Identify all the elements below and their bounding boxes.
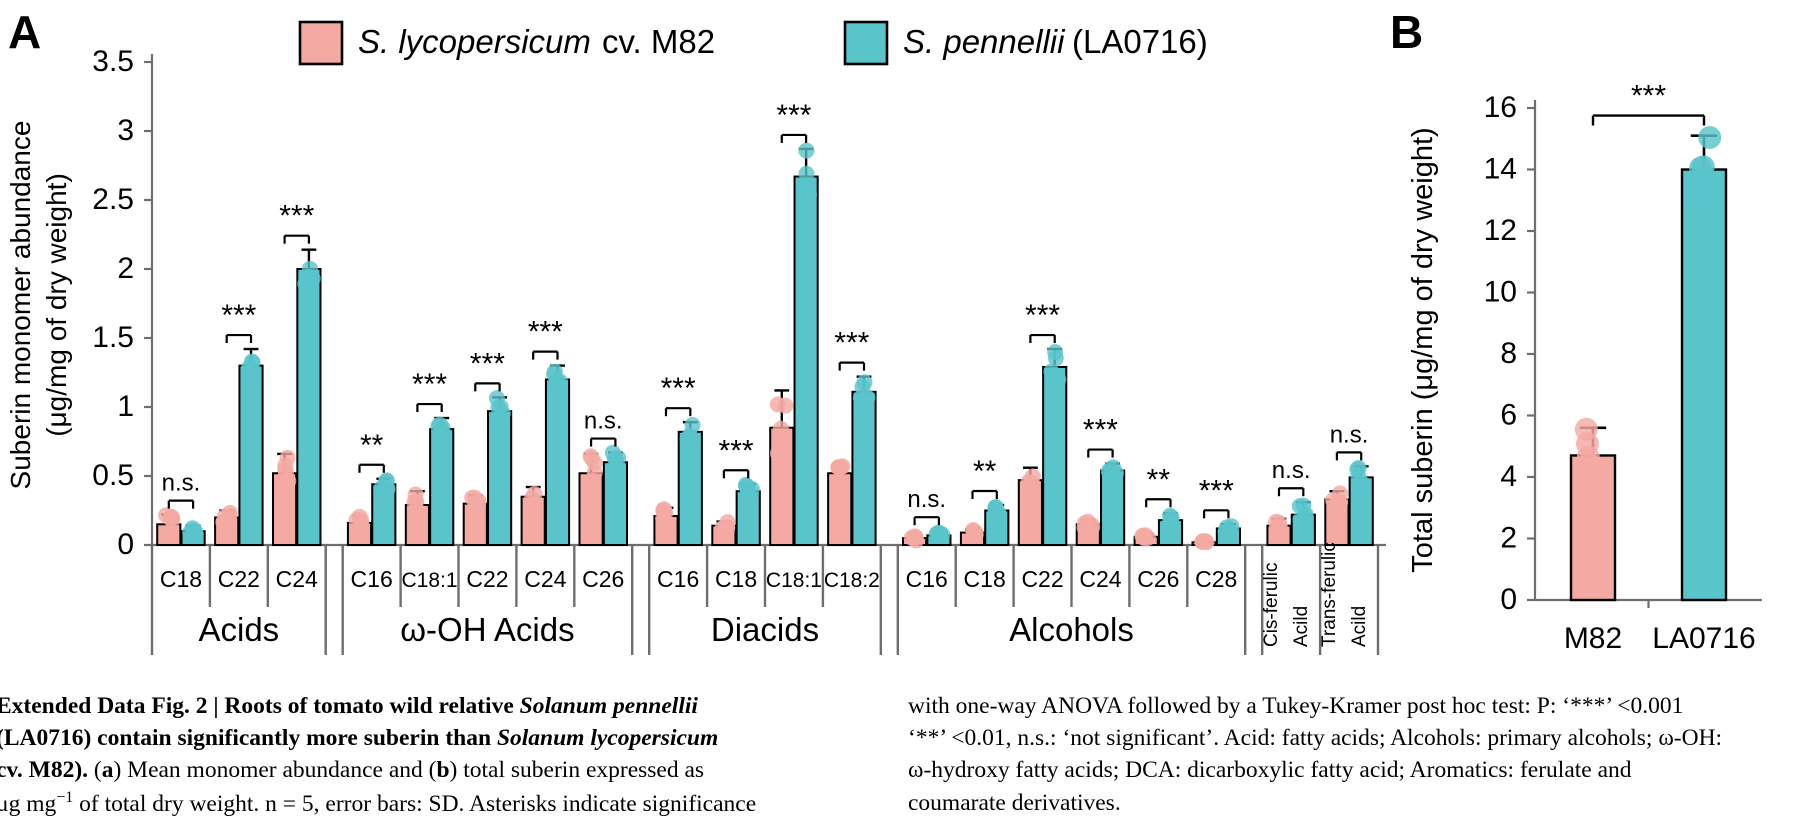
svg-text:**: ** — [360, 429, 384, 462]
svg-text:***: *** — [719, 434, 754, 467]
svg-text:cv. M82: cv. M82 — [602, 23, 715, 60]
svg-text:n.s.: n.s. — [162, 470, 201, 497]
svg-text:(μg/mg of dry weight): (μg/mg of dry weight) — [41, 173, 72, 437]
svg-text:6: 6 — [1500, 399, 1517, 432]
svg-text:Suberin monomer abundance: Suberin monomer abundance — [5, 121, 36, 490]
svg-text:C16: C16 — [657, 566, 699, 592]
svg-text:***: *** — [1631, 80, 1666, 113]
svg-text:n.s.: n.s. — [1272, 457, 1311, 484]
svg-text:***: *** — [412, 368, 447, 401]
svg-text:***: *** — [1083, 414, 1118, 447]
svg-text:C18:2: C18:2 — [824, 569, 880, 592]
svg-text:***: *** — [279, 200, 314, 233]
svg-text:Acild: Acild — [1291, 606, 1312, 647]
svg-text:14: 14 — [1484, 153, 1517, 186]
svg-text:***: *** — [834, 327, 869, 360]
svg-text:Cis-ferulic: Cis-ferulic — [1261, 563, 1282, 647]
svg-text:2: 2 — [1500, 522, 1517, 555]
svg-text:Trans-ferulic: Trans-ferulic — [1319, 542, 1340, 647]
svg-text:12: 12 — [1484, 214, 1517, 247]
svg-text:Acild: Acild — [1349, 606, 1370, 647]
svg-text:***: *** — [1199, 474, 1234, 507]
svg-text:n.s.: n.s. — [584, 408, 623, 435]
svg-text:C22: C22 — [218, 566, 260, 592]
svg-text:2: 2 — [117, 252, 134, 285]
svg-text:C24: C24 — [276, 566, 318, 592]
svg-text:S. pennellii: S. pennellii — [903, 23, 1066, 60]
svg-text:C26: C26 — [1137, 566, 1179, 592]
svg-text:***: *** — [528, 316, 563, 349]
svg-text:C18: C18 — [964, 566, 1006, 592]
svg-text:B: B — [1390, 6, 1423, 58]
svg-text:Diacids: Diacids — [711, 611, 819, 648]
svg-text:C18: C18 — [160, 566, 202, 592]
svg-text:M82: M82 — [1564, 622, 1622, 655]
svg-text:4: 4 — [1500, 460, 1517, 493]
svg-text:C18:1: C18:1 — [402, 569, 458, 592]
svg-text:0: 0 — [117, 528, 134, 561]
svg-text:C28: C28 — [1195, 566, 1237, 592]
svg-text:3: 3 — [117, 114, 134, 147]
svg-text:C18:1: C18:1 — [766, 569, 822, 592]
svg-text:Total suberin (μg/mg of dry we: Total suberin (μg/mg of dry weight) — [1407, 127, 1439, 572]
svg-text:C22: C22 — [466, 566, 508, 592]
svg-text:LA0716: LA0716 — [1652, 622, 1755, 655]
svg-text:***: *** — [1025, 299, 1060, 332]
svg-text:0: 0 — [1500, 583, 1517, 616]
svg-text:C24: C24 — [1079, 566, 1121, 592]
svg-text:***: *** — [776, 99, 811, 132]
svg-text:0.5: 0.5 — [92, 459, 134, 492]
svg-text:**: ** — [1147, 463, 1171, 496]
svg-text:2.5: 2.5 — [92, 183, 134, 216]
svg-text:16: 16 — [1484, 91, 1517, 124]
svg-text:***: *** — [661, 372, 696, 405]
svg-text:C24: C24 — [524, 566, 566, 592]
svg-text:C26: C26 — [582, 566, 624, 592]
svg-text:**: ** — [973, 455, 997, 488]
svg-text:3.5: 3.5 — [92, 45, 134, 78]
svg-text:1.5: 1.5 — [92, 321, 134, 354]
svg-text:n.s.: n.s. — [1330, 421, 1369, 448]
svg-text:C22: C22 — [1021, 566, 1063, 592]
svg-text:ω-OH Acids: ω-OH Acids — [400, 611, 574, 648]
svg-text:n.s.: n.s. — [907, 486, 946, 513]
svg-text:Acids: Acids — [198, 611, 279, 648]
svg-text:C16: C16 — [906, 566, 948, 592]
svg-text:10: 10 — [1484, 276, 1517, 309]
svg-text:(LA0716): (LA0716) — [1072, 23, 1208, 60]
svg-text:C16: C16 — [351, 566, 393, 592]
svg-text:1: 1 — [117, 390, 134, 423]
svg-text:C18: C18 — [715, 566, 757, 592]
svg-text:***: *** — [221, 299, 256, 332]
svg-text:A: A — [8, 6, 41, 58]
svg-text:***: *** — [470, 347, 505, 380]
svg-text:Alcohols: Alcohols — [1009, 611, 1134, 648]
svg-text:S. lycopersicum: S. lycopersicum — [358, 23, 591, 60]
svg-text:8: 8 — [1500, 337, 1517, 370]
